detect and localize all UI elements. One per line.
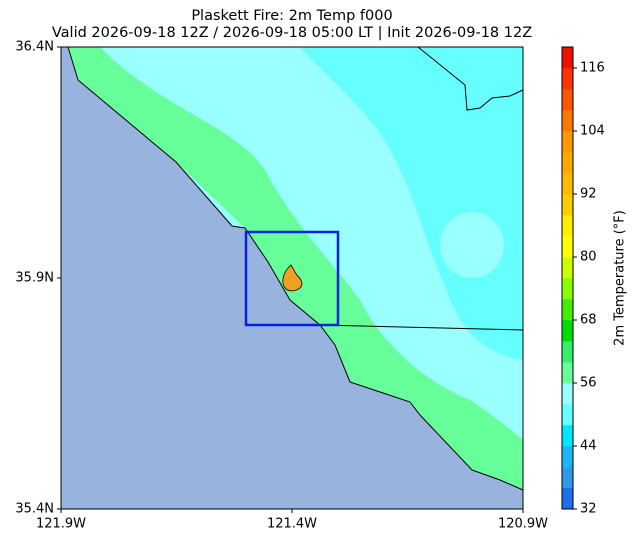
colorbar-band: [562, 173, 573, 195]
colorbar-band: [562, 152, 573, 174]
colorbar-band: [562, 404, 573, 426]
colorbar-band: [562, 68, 573, 90]
colorbar-frame: [561, 46, 574, 510]
colorbar-tick-label: 56: [580, 376, 597, 391]
map-field: [60, 46, 524, 510]
border: [417, 46, 524, 111]
colorbar-band: [562, 215, 573, 237]
colorbar-band: [562, 47, 573, 69]
colorbar-band: [562, 110, 573, 132]
colorbar-band: [562, 299, 573, 321]
colorbar-band: [562, 131, 573, 153]
fire-icon: [282, 264, 303, 292]
warm-region: [300, 47, 523, 360]
x-tick-label: 121.4W: [267, 517, 317, 532]
colorbar-band: [562, 341, 573, 363]
x-tick-label: 121.9W: [36, 517, 86, 532]
colorbar-band: [562, 467, 573, 489]
colorbar-band: [562, 488, 573, 510]
colorbar-band: [562, 194, 573, 216]
colorbar-band: [562, 320, 573, 342]
subtitle: Valid 2026-09-18 12Z / 2026-09-18 05:00 …: [52, 25, 532, 41]
colorbar-band: [562, 446, 573, 468]
colorbar-band: [562, 257, 573, 279]
colorbar-tick-label: 116: [580, 61, 605, 76]
colorbar-band: [562, 383, 573, 405]
colorbar-band: [562, 278, 573, 300]
x-tick-label: 120.9W: [498, 517, 548, 532]
colorbar-band: [562, 425, 573, 447]
colorbar-label: 2m Temperature (°F): [613, 210, 628, 346]
colorbar-tick-label: 44: [580, 439, 597, 454]
y-tick-label: 35.9N: [15, 271, 54, 286]
cool-pocket: [440, 212, 504, 278]
colorbar-band: [562, 362, 573, 384]
title: Plaskett Fire: 2m Temp f000: [191, 8, 392, 24]
y-tick-label: 36.4N: [15, 40, 54, 55]
colorbar-tick-label: 92: [580, 187, 597, 202]
border: [319, 324, 524, 331]
y-tick-label: 35.4N: [15, 502, 54, 517]
colorbar-tick-label: 104: [580, 124, 605, 139]
colorbar-band: [562, 89, 573, 111]
colorbar-band: [562, 236, 573, 258]
fire-box: [244, 230, 340, 327]
colorbar-tick-label: 80: [580, 250, 597, 265]
colorbar-tick-label: 68: [580, 313, 597, 328]
colorbar-tick-label: 32: [580, 502, 597, 517]
